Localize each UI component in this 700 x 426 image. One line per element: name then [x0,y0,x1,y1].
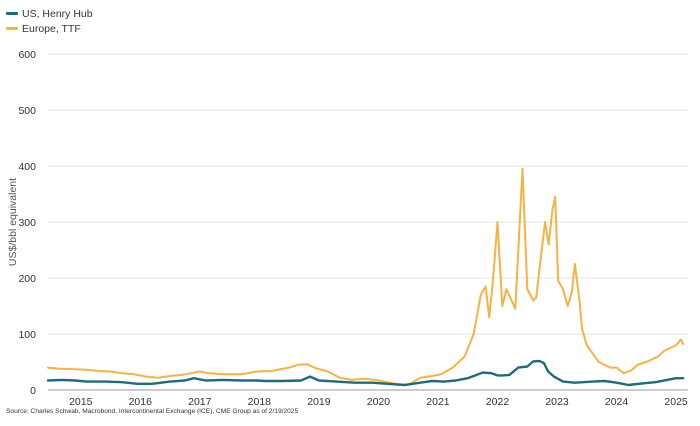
y-axis-ticks: 0 100 200 300 400 500 600 [18,49,36,397]
y-axis-label: US$/bbl equivalent [7,178,19,266]
series-line-henry-hub [46,359,685,387]
source-note: Source: Charles Schwab, Macrobond, Inter… [6,408,299,415]
x-tick-label: 2023 [545,396,569,408]
y-tick-label: 200 [18,273,36,285]
x-axis-ticks: 2015 2016 2017 2018 2019 2020 2021 2022 2023 2024… [69,396,688,408]
legend-label-henry-hub: US, Henry Hub [22,7,93,20]
x-tick-label: 2018 [248,396,272,408]
x-tick-label: 2025 [664,396,688,408]
legend-item-ttf: Europe, TTF [6,21,93,36]
x-tick-label: 2020 [367,396,391,408]
gridlines [48,53,688,391]
y-tick-label: 600 [18,49,36,61]
y-tick-label: 0 [30,385,36,397]
x-tick-label: 2016 [129,396,153,408]
legend: US, Henry Hub Europe, TTF [6,6,93,36]
x-tick-label: 2021 [426,396,450,408]
y-tick-label: 400 [18,161,36,173]
series-lines [46,167,685,387]
series-line-ttf [47,167,685,386]
y-tick-label: 500 [18,105,36,117]
x-tick-label: 2015 [69,396,93,408]
y-tick-label: 300 [18,217,36,229]
x-tick-label: 2019 [307,396,331,408]
legend-swatch-ttf [6,27,18,30]
x-tick-label: 2017 [188,396,212,408]
legend-swatch-henry-hub [6,12,18,15]
legend-label-ttf: Europe, TTF [22,22,81,35]
legend-item-henry-hub: US, Henry Hub [6,6,93,21]
x-tick-label: 2022 [486,396,510,408]
x-tick-label: 2024 [605,396,629,408]
y-tick-label: 100 [18,329,36,341]
